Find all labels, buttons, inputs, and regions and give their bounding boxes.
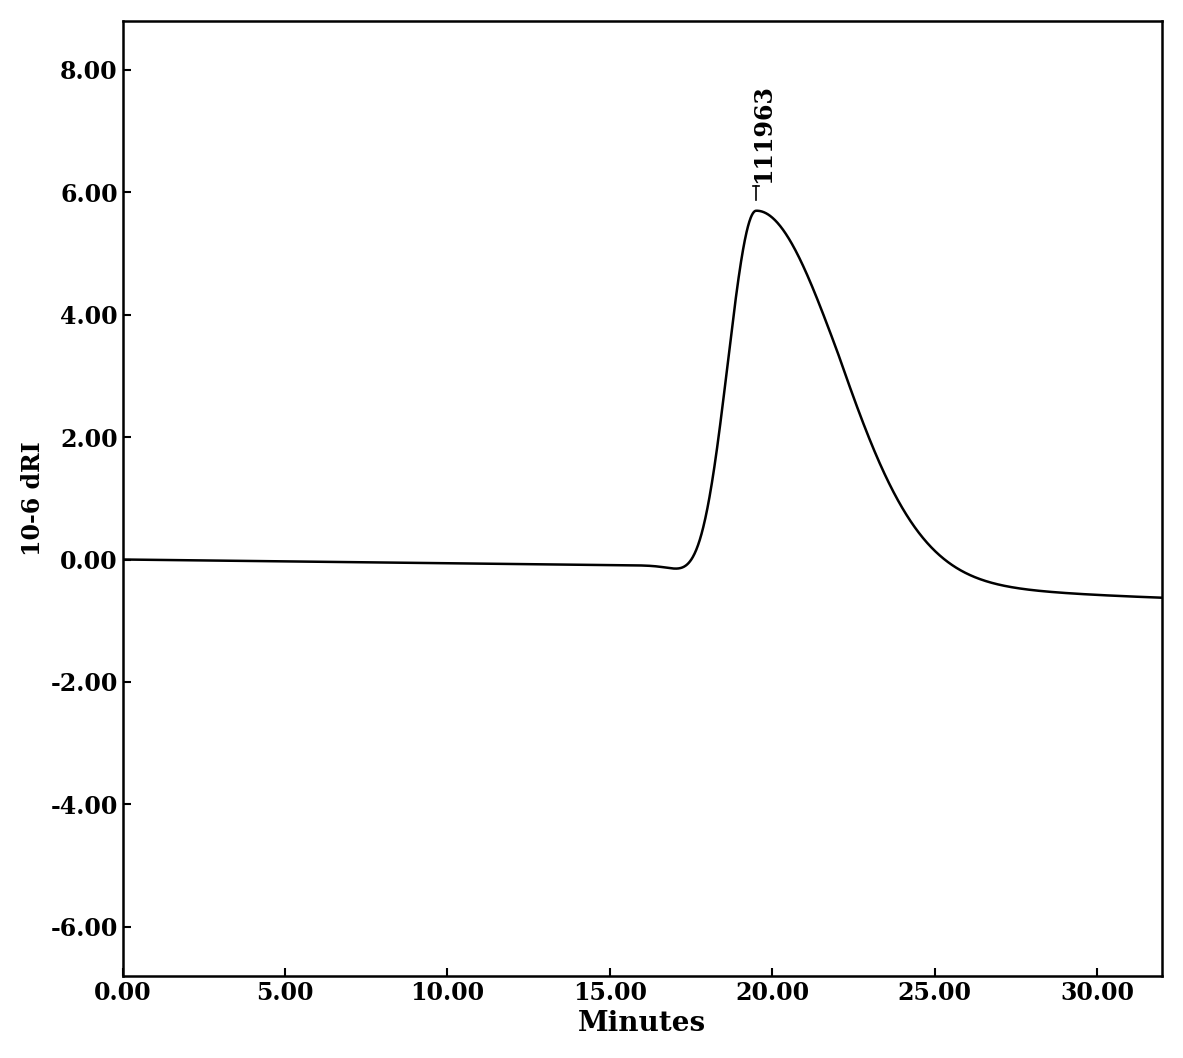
X-axis label: Minutes: Minutes xyxy=(578,1010,706,1037)
Y-axis label: 10-6 dRI: 10-6 dRI xyxy=(21,441,45,555)
Text: 111963: 111963 xyxy=(751,85,775,183)
